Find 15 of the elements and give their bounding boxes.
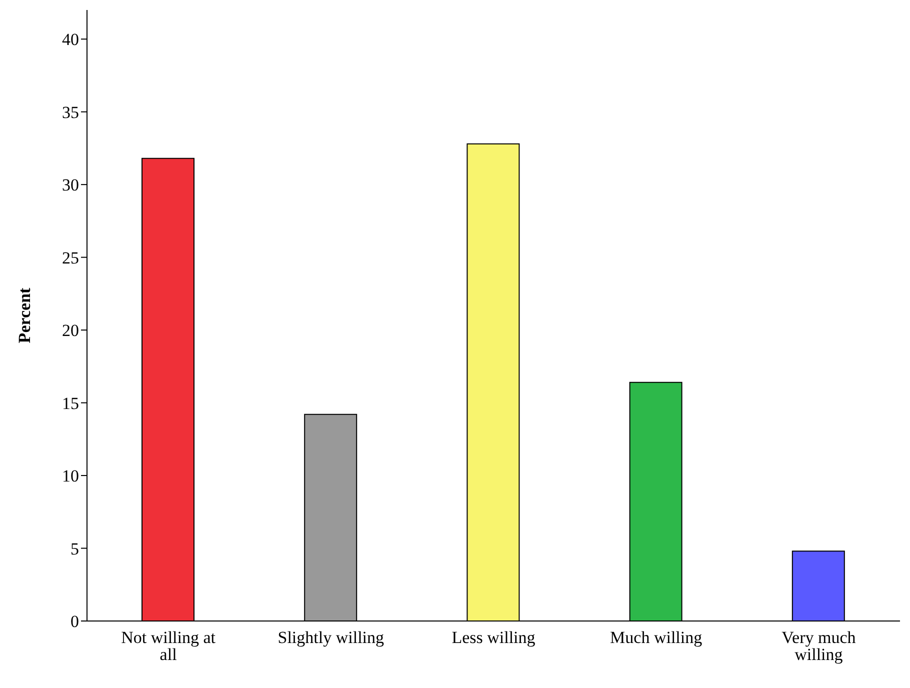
y-tick-label: 10 (62, 466, 79, 486)
x-tick-label: Very much willing (782, 628, 856, 664)
y-tick-label: 25 (62, 248, 79, 268)
y-tick-label: 20 (62, 321, 79, 340)
x-tick-label: Much willing (610, 628, 703, 647)
x-tick-label: Not willing at all (121, 628, 216, 664)
y-tick-label: 15 (62, 394, 79, 413)
y-axis-title: Percent (15, 287, 34, 344)
x-tick-label: Less willing (452, 628, 536, 647)
y-tick-label: 40 (62, 30, 79, 50)
y-tick-label: 35 (62, 102, 79, 122)
y-tick-label: 5 (70, 539, 79, 558)
x-tick-label: Slightly willing (278, 628, 385, 647)
y-tick-label: 30 (62, 176, 79, 195)
y-tick-label: 0 (70, 612, 79, 632)
